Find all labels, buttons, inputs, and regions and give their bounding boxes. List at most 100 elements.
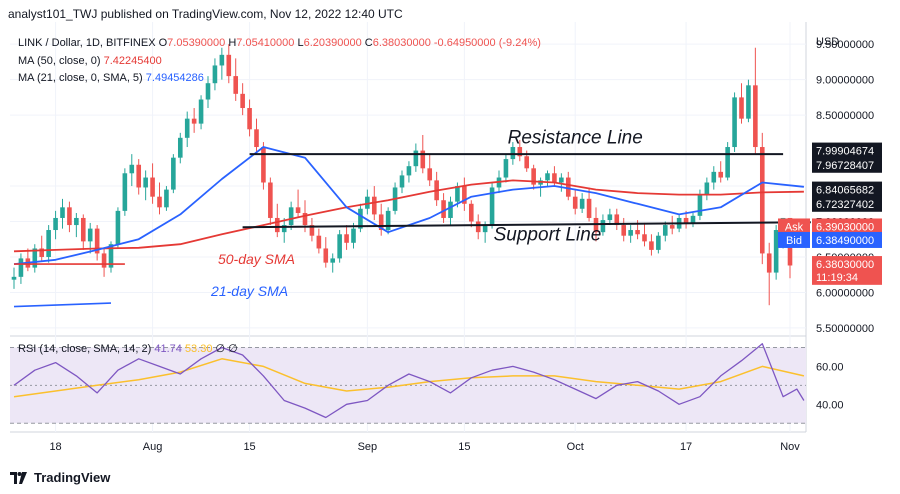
- candle-body: [184, 118, 190, 138]
- candle-body: [462, 186, 467, 204]
- time-tick-label: 17: [680, 441, 692, 453]
- price-tag-box: [812, 218, 882, 235]
- time-tick-label: Nov: [780, 441, 800, 453]
- candle-body: [309, 225, 315, 236]
- candle-body: [718, 171, 724, 178]
- legend-part: H: [228, 37, 236, 49]
- legend-part: C: [365, 37, 373, 49]
- chart-annotation: Support Line: [494, 225, 602, 246]
- candle-body: [413, 150, 419, 167]
- candle-body: [67, 207, 72, 226]
- candle-body: [219, 54, 225, 66]
- chart-annotation: 50-day SMA: [218, 251, 295, 267]
- rsi-pane: [10, 343, 806, 424]
- candle-body: [177, 137, 183, 158]
- candle-body: [579, 198, 585, 209]
- candle-body: [295, 207, 301, 213]
- candle-body: [552, 173, 557, 183]
- price-tag-box: [812, 268, 882, 285]
- candle-body: [358, 208, 363, 229]
- candle-body: [448, 201, 453, 218]
- price-tick-label: 8.50000000: [816, 110, 874, 122]
- price-tag-box: [812, 256, 882, 273]
- candle-body: [503, 159, 509, 178]
- candle-body: [11, 276, 17, 280]
- candle-body: [759, 147, 765, 254]
- candle-body: [690, 215, 696, 223]
- legend-part: -0.64950000 (-9.24%): [434, 37, 541, 49]
- candle-body: [482, 225, 488, 233]
- candle-body: [191, 118, 197, 124]
- candle-body: [87, 228, 93, 242]
- candle-body: [129, 164, 135, 174]
- price-tag-value: 6.38490000: [816, 235, 874, 247]
- price-tag-box: [812, 142, 882, 159]
- candle-body: [164, 189, 169, 208]
- price-tag-box: [812, 181, 882, 198]
- time-tick-label: Sep: [358, 441, 378, 453]
- candle-body: [268, 182, 273, 218]
- time-tick-label: 15: [458, 441, 470, 453]
- rsi-legend-title: RSI (14, close, SMA, 14, 2): [18, 343, 154, 355]
- rsi-sma-line: [13, 358, 805, 398]
- candle-body: [531, 168, 536, 185]
- rsi-tick-label: 40.00: [816, 399, 844, 411]
- price-tag-box: [812, 195, 882, 212]
- candle-body: [39, 248, 45, 257]
- candle-body: [725, 147, 730, 178]
- candle-body: [316, 235, 322, 249]
- candle-body: [101, 253, 107, 268]
- candle-body: [559, 177, 564, 183]
- candle-body: [18, 258, 24, 277]
- candle-body: [351, 228, 356, 243]
- indicator-legend-value: 7.49454286: [146, 72, 204, 84]
- candle-body: [205, 83, 211, 100]
- indicator-legend-label: MA (50, close, 0): [18, 55, 104, 67]
- price-tag-value: 7.96728407: [816, 160, 874, 172]
- price-tag-label-box: [778, 231, 810, 248]
- candle-body: [711, 171, 717, 183]
- price-tag-box: [812, 231, 882, 248]
- indicator-legend: MA (50, close, 0) 7.42245400: [18, 55, 162, 67]
- candle-body: [247, 108, 252, 130]
- candle-body: [669, 225, 675, 229]
- candle-body: [94, 228, 100, 254]
- price-tag-label-box: [778, 218, 810, 235]
- candle-body: [545, 173, 550, 181]
- rsi-legend-value: 41.74: [154, 343, 185, 355]
- price-tag-value: 6.39030000: [816, 221, 874, 233]
- legend-layer: LINK / Dollar, 1D, BITFINEX O7.05390000 …: [18, 37, 541, 355]
- candle-body: [427, 168, 433, 181]
- candle-body: [46, 230, 51, 257]
- candle-body: [475, 221, 481, 233]
- candle-body: [53, 217, 58, 231]
- candle-body: [281, 225, 287, 233]
- candle-body: [406, 166, 412, 176]
- legend-part: 7.05410000: [236, 37, 297, 49]
- candle-body: [565, 177, 571, 197]
- price-tag-value: 6.72327402: [816, 199, 874, 211]
- price-tick-label: 9.50000000: [816, 39, 874, 51]
- footer-brand: TradingView: [34, 470, 111, 485]
- ma50-line: [13, 179, 804, 253]
- candle-body: [662, 225, 668, 236]
- candle-body: [115, 210, 121, 245]
- candle-body: [371, 196, 377, 215]
- candle-body: [628, 230, 633, 236]
- candle-body: [32, 248, 38, 268]
- rsi-line: [13, 343, 805, 419]
- candle-body: [524, 156, 530, 169]
- blue-reference-line: [13, 302, 112, 308]
- candle-body: [746, 85, 751, 119]
- candle-body: [323, 248, 329, 263]
- candle-body: [753, 85, 758, 148]
- footer: TradingView: [10, 470, 110, 485]
- candle-body: [621, 225, 627, 236]
- price-tag-label: Bid: [786, 235, 802, 247]
- candle-body: [365, 196, 370, 209]
- candle-body: [261, 147, 266, 183]
- candle-body: [80, 217, 86, 242]
- price-tag-value: 6.84065682: [816, 185, 874, 197]
- candle-body: [198, 99, 204, 124]
